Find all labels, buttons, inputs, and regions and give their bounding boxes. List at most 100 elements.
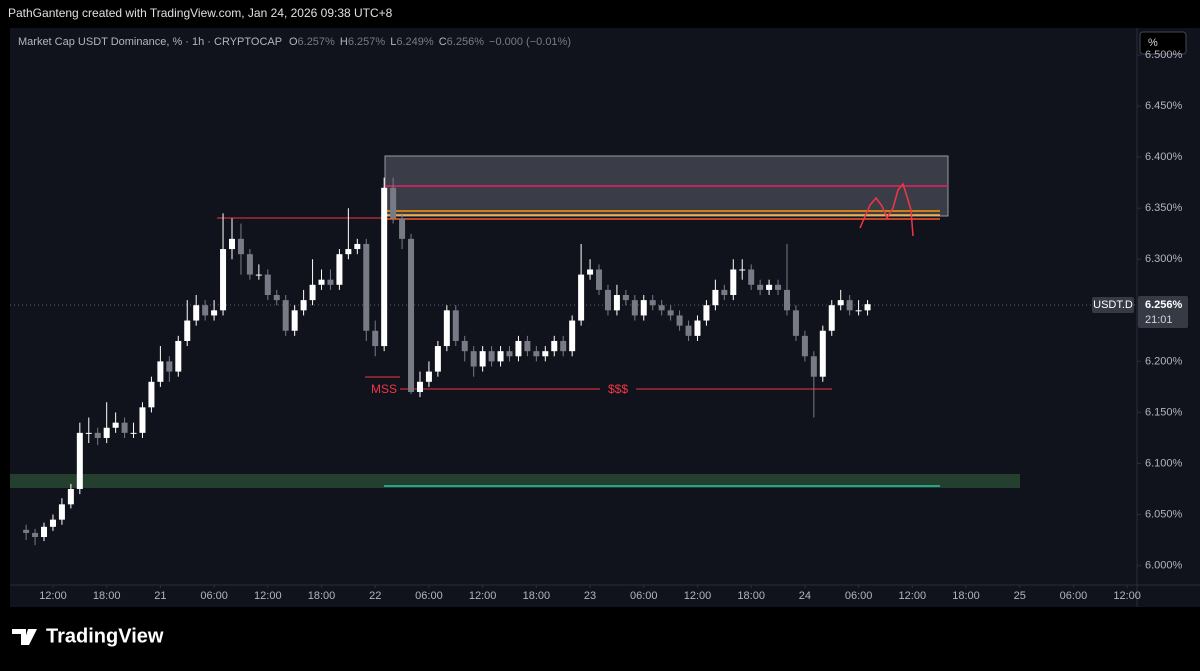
candle-body	[282, 300, 289, 331]
projection-sketch	[859, 182, 914, 237]
symbol-badge-label: USDT.D	[1093, 299, 1133, 311]
legend: Market Cap USDT Dominance, % · 1h · CRYP…	[18, 36, 571, 48]
candle-body	[828, 305, 835, 331]
x-tick-label: 18:00	[523, 590, 551, 602]
y-tick-label: 6.450%	[1145, 100, 1183, 112]
scale-button[interactable]	[1139, 31, 1187, 55]
candle-body	[730, 269, 737, 296]
annotation: $$$	[608, 382, 628, 396]
y-tick-label: 6.300%	[1145, 253, 1183, 265]
candle-body	[211, 310, 218, 316]
candle-body	[67, 489, 74, 505]
candle-body	[569, 320, 576, 352]
candle-body	[390, 187, 397, 219]
candle-body	[41, 526, 48, 538]
candle-body	[175, 340, 182, 372]
candle-body	[524, 340, 531, 352]
candle-body	[470, 351, 477, 367]
candle-body	[488, 351, 495, 362]
candle-body	[193, 305, 200, 321]
candle-body	[273, 295, 280, 301]
candle-body	[372, 330, 379, 347]
candle-body	[748, 269, 755, 285]
candle-body	[694, 320, 701, 336]
scale-button-label[interactable]: %	[1148, 37, 1158, 49]
candle-body	[479, 351, 486, 367]
x-tick-label: 18:00	[952, 590, 980, 602]
candle-body	[103, 427, 110, 438]
legend-high: 6.257%	[348, 36, 386, 48]
candle-body	[363, 243, 370, 331]
candle-body	[220, 249, 227, 311]
candle-body	[399, 218, 406, 239]
candle-body	[775, 284, 782, 290]
candle-body	[685, 325, 692, 336]
y-tick-label: 6.150%	[1145, 406, 1183, 418]
candle-body	[264, 274, 271, 296]
symbol-badge	[1092, 297, 1134, 313]
candle-body	[757, 284, 764, 290]
candle-body	[148, 381, 155, 408]
candle-body	[461, 340, 468, 352]
legend-change: −0.000 (−0.01%)	[489, 36, 571, 48]
x-tick-label: 06:00	[845, 590, 873, 602]
last-price-value: 6.256%	[1145, 299, 1183, 311]
legend-close: 6.256%	[447, 36, 485, 48]
candle-body	[94, 432, 101, 438]
x-tick-label: 12:00	[899, 590, 927, 602]
legend-high-label: H	[340, 36, 348, 48]
last-price-badge	[1138, 296, 1188, 328]
candle-body	[443, 310, 450, 347]
header-title: PathGanteng created with TradingView.com…	[8, 6, 393, 20]
candle-body	[497, 351, 504, 362]
y-tick-label: 6.350%	[1145, 202, 1183, 214]
x-tick-label: 25	[1014, 590, 1026, 602]
candle-body	[622, 295, 629, 301]
candle-body	[58, 504, 65, 520]
x-tick-label: 24	[799, 590, 811, 602]
candle-body	[560, 340, 567, 352]
candle-body	[309, 284, 316, 301]
legend-open-label: O	[289, 36, 298, 48]
candle-body	[354, 243, 361, 250]
candle-body	[121, 422, 128, 433]
x-tick-label: 06:00	[415, 590, 443, 602]
candle-body	[255, 274, 262, 276]
x-tick-label: 18:00	[737, 590, 765, 602]
legend-low: 6.249%	[396, 36, 434, 48]
candle-body	[766, 284, 773, 290]
candle-body	[542, 351, 549, 357]
candle-body	[640, 300, 647, 316]
candle-body	[721, 289, 728, 296]
candle-body	[381, 187, 388, 347]
candle-body	[792, 310, 799, 336]
candle-body	[318, 279, 325, 285]
y-tick-label: 6.500%	[1145, 49, 1183, 61]
demand-zone	[10, 474, 1020, 488]
x-tick-label: 18:00	[93, 590, 121, 602]
x-tick-label: 12:00	[254, 590, 282, 602]
y-tick-label: 6.000%	[1145, 560, 1183, 572]
candle-body	[76, 432, 83, 490]
legend-symbol: Market Cap USDT Dominance, % · 1h · CRYP…	[18, 36, 282, 48]
y-tick-label: 6.400%	[1145, 151, 1183, 163]
chart-panel	[10, 28, 1200, 607]
candle-body	[613, 295, 620, 311]
candle-body	[658, 305, 665, 311]
x-tick-label: 12:00	[684, 590, 712, 602]
candle-body	[506, 351, 513, 357]
y-tick-label: 6.050%	[1145, 508, 1183, 520]
candle-body	[85, 432, 92, 434]
candle-body	[515, 340, 522, 357]
candle-body	[649, 300, 656, 306]
y-tick-label: 6.200%	[1145, 355, 1183, 367]
y-tick-label: 6.100%	[1145, 457, 1183, 469]
candle-body	[345, 249, 352, 255]
candle-body	[819, 330, 826, 377]
candle-body	[327, 279, 334, 285]
candle-body	[23, 529, 30, 533]
candle-body	[604, 289, 611, 311]
candle-body	[587, 269, 594, 275]
